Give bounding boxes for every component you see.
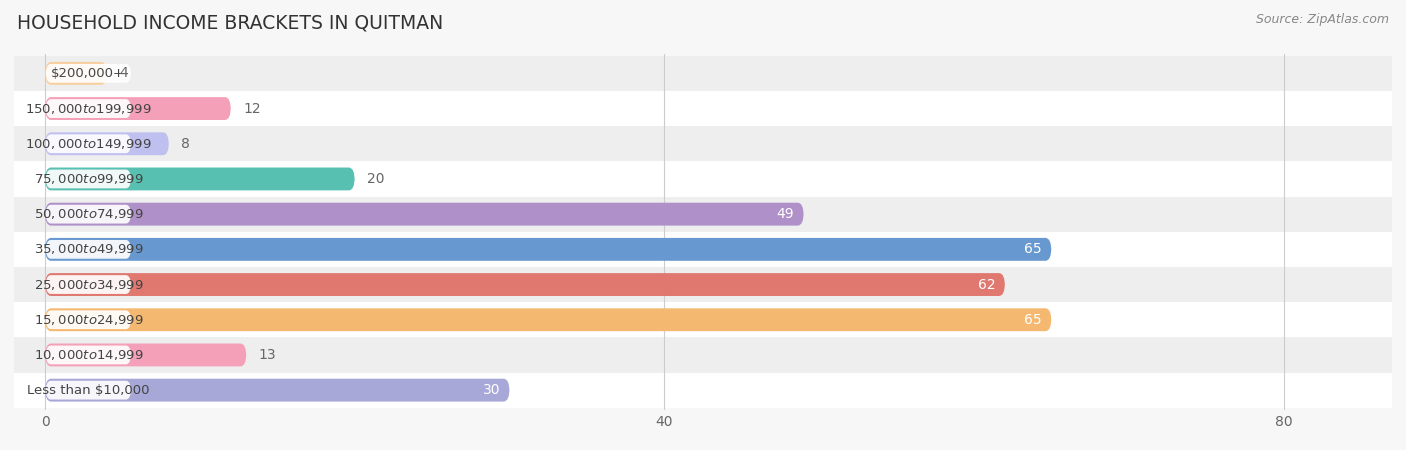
Text: 65: 65: [1025, 243, 1042, 256]
Text: 62: 62: [979, 278, 995, 292]
Text: $75,000 to $99,999: $75,000 to $99,999: [34, 172, 143, 186]
Bar: [14, 373, 1392, 408]
FancyBboxPatch shape: [46, 170, 131, 189]
FancyBboxPatch shape: [45, 132, 169, 155]
Text: Source: ZipAtlas.com: Source: ZipAtlas.com: [1256, 14, 1389, 27]
FancyBboxPatch shape: [45, 97, 231, 120]
Bar: [14, 126, 1392, 162]
FancyBboxPatch shape: [45, 343, 246, 366]
Text: HOUSEHOLD INCOME BRACKETS IN QUITMAN: HOUSEHOLD INCOME BRACKETS IN QUITMAN: [17, 14, 443, 32]
FancyBboxPatch shape: [46, 275, 131, 294]
Text: $25,000 to $34,999: $25,000 to $34,999: [34, 278, 143, 292]
Text: $150,000 to $199,999: $150,000 to $199,999: [25, 102, 152, 116]
FancyBboxPatch shape: [45, 62, 107, 85]
FancyBboxPatch shape: [46, 64, 131, 83]
FancyBboxPatch shape: [46, 240, 131, 259]
FancyBboxPatch shape: [45, 273, 1005, 296]
Text: 12: 12: [243, 102, 262, 116]
FancyBboxPatch shape: [45, 167, 354, 190]
Text: $10,000 to $14,999: $10,000 to $14,999: [34, 348, 143, 362]
FancyBboxPatch shape: [45, 379, 509, 401]
FancyBboxPatch shape: [45, 238, 1052, 261]
Text: 30: 30: [482, 383, 501, 397]
Text: 49: 49: [776, 207, 794, 221]
Text: $200,000+: $200,000+: [52, 67, 125, 80]
Text: $35,000 to $49,999: $35,000 to $49,999: [34, 243, 143, 256]
FancyBboxPatch shape: [46, 310, 131, 329]
FancyBboxPatch shape: [46, 99, 131, 118]
Bar: [14, 302, 1392, 338]
Bar: [14, 56, 1392, 91]
FancyBboxPatch shape: [46, 205, 131, 224]
Bar: [14, 267, 1392, 302]
Text: 20: 20: [367, 172, 385, 186]
FancyBboxPatch shape: [46, 381, 131, 400]
Bar: [14, 232, 1392, 267]
Text: 65: 65: [1025, 313, 1042, 327]
Text: $50,000 to $74,999: $50,000 to $74,999: [34, 207, 143, 221]
Bar: [14, 162, 1392, 197]
Text: 13: 13: [259, 348, 277, 362]
Text: 8: 8: [181, 137, 190, 151]
FancyBboxPatch shape: [45, 202, 804, 225]
Text: 4: 4: [120, 66, 128, 81]
Bar: [14, 91, 1392, 126]
Bar: [14, 197, 1392, 232]
FancyBboxPatch shape: [45, 308, 1052, 331]
Text: $15,000 to $24,999: $15,000 to $24,999: [34, 313, 143, 327]
Text: Less than $10,000: Less than $10,000: [27, 384, 149, 396]
FancyBboxPatch shape: [46, 135, 131, 153]
Text: $100,000 to $149,999: $100,000 to $149,999: [25, 137, 152, 151]
Bar: [14, 338, 1392, 373]
FancyBboxPatch shape: [46, 346, 131, 365]
